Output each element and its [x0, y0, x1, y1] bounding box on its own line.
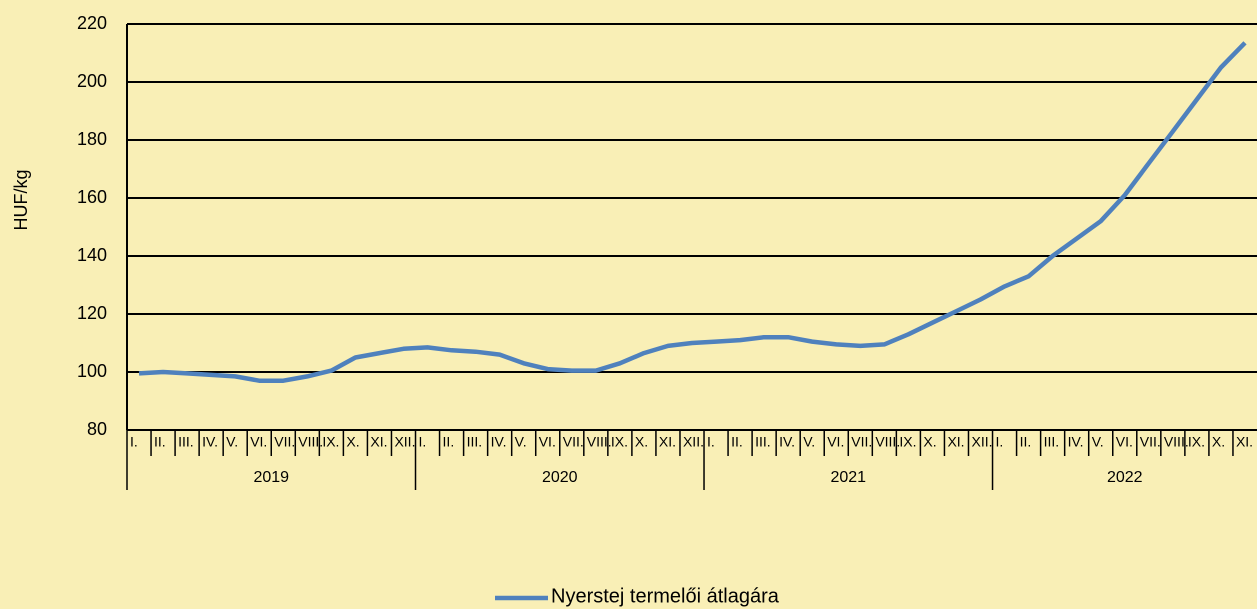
x-tick-label: VI.: [250, 434, 267, 450]
x-tick-label: VIII.: [298, 434, 323, 450]
y-tick-label: 120: [77, 303, 107, 323]
x-tick-label: IV.: [202, 434, 218, 450]
x-tick-label: IX.: [1188, 434, 1205, 450]
x-tick-label: III.: [178, 434, 194, 450]
x-tick-label: VII.: [1140, 434, 1161, 450]
year-label: 2021: [830, 469, 866, 486]
x-tick-label: I.: [996, 434, 1004, 450]
x-tick-label: XI.: [370, 434, 387, 450]
x-tick-label: II.: [731, 434, 743, 450]
x-tick-label: I.: [707, 434, 715, 450]
x-tick-label: X.: [923, 434, 936, 450]
y-tick-label: 180: [77, 129, 107, 149]
x-tick-label: II.: [154, 434, 166, 450]
x-tick-label: II.: [1020, 434, 1032, 450]
x-tick-label: VIII.: [1164, 434, 1189, 450]
x-tick-label: V.: [226, 434, 238, 450]
x-tick-label: XI.: [947, 434, 964, 450]
x-tick-label: VI.: [539, 434, 556, 450]
legend-label: Nyerstej termelői átlagára: [551, 585, 780, 607]
x-tick-label: III.: [755, 434, 771, 450]
x-tick-label: IX.: [611, 434, 628, 450]
x-tick-label: III.: [1044, 434, 1060, 450]
y-tick-label: 200: [77, 71, 107, 91]
x-tick-label: X.: [346, 434, 359, 450]
x-tick-label: XI.: [1236, 434, 1253, 450]
x-tick-label: X.: [635, 434, 648, 450]
y-tick-label: 80: [87, 419, 107, 439]
year-label: 2019: [253, 469, 289, 486]
x-tick-label: III.: [467, 434, 483, 450]
y-tick-label: 140: [77, 245, 107, 265]
x-tick-label: IV.: [1068, 434, 1084, 450]
x-tick-label: V.: [1092, 434, 1104, 450]
x-tick-label: VII.: [274, 434, 295, 450]
x-tick-label: V.: [515, 434, 527, 450]
x-tick-label: V.: [803, 434, 815, 450]
x-tick-label: XII.: [971, 434, 992, 450]
x-tick-label: IV.: [491, 434, 507, 450]
x-tick-label: VIII.: [875, 434, 900, 450]
x-tick-label: VI.: [1116, 434, 1133, 450]
y-tick-label: 160: [77, 187, 107, 207]
x-tick-label: VII.: [851, 434, 872, 450]
year-label: 2022: [1107, 469, 1143, 486]
x-tick-label: IX.: [322, 434, 339, 450]
x-tick-label: VI.: [827, 434, 844, 450]
x-tick-label: IV.: [779, 434, 795, 450]
y-axis-label: HUF/kg: [11, 169, 31, 230]
x-tick-label: VII.: [563, 434, 584, 450]
x-tick-label: XII.: [683, 434, 704, 450]
x-tick-label: X.: [1212, 434, 1225, 450]
y-tick-label: 100: [77, 361, 107, 381]
x-tick-label: I.: [419, 434, 427, 450]
x-tick-label: XII.: [394, 434, 415, 450]
x-tick-label: I.: [130, 434, 138, 450]
x-tick-label: VIII.: [587, 434, 612, 450]
line-series: [138, 41, 1247, 383]
y-tick-label: 220: [77, 13, 107, 33]
x-tick-label: XI.: [659, 434, 676, 450]
x-tick-label: IX.: [899, 434, 916, 450]
year-label: 2020: [542, 469, 578, 486]
x-tick-label: II.: [443, 434, 455, 450]
